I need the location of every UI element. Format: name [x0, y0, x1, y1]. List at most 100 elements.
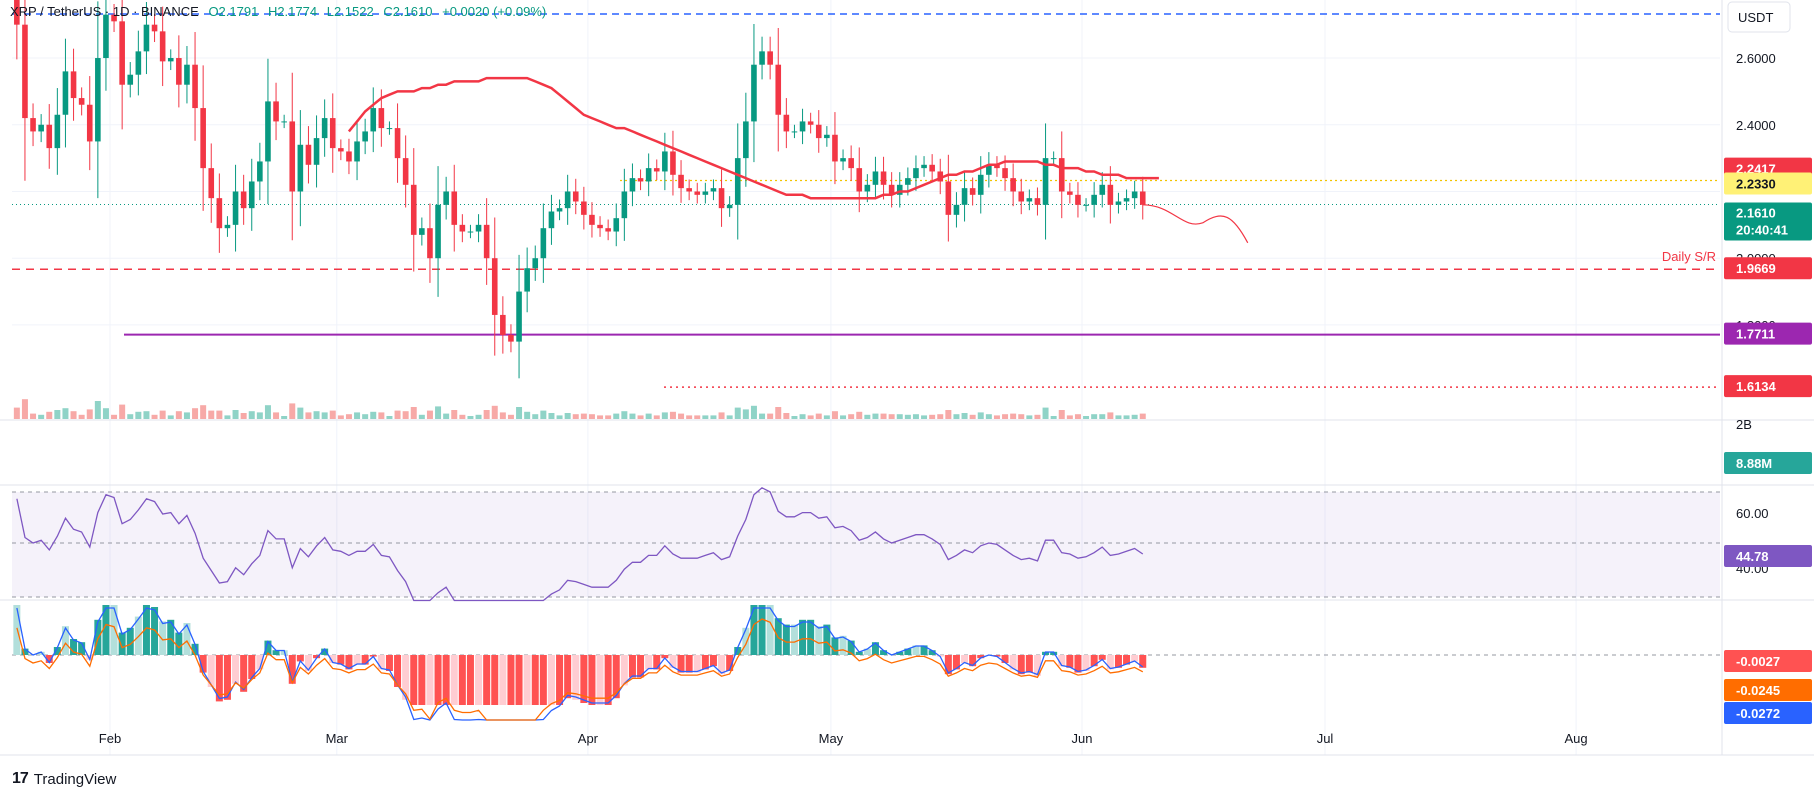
macd-histogram-bar	[507, 655, 515, 705]
candle-body	[54, 114, 61, 149]
rsi-pane	[12, 487, 1720, 602]
macd-histogram-bar	[977, 655, 985, 659]
volume-bar	[896, 414, 903, 419]
candle-body	[775, 64, 782, 115]
volume-bar	[597, 415, 604, 419]
macd-histogram-bar	[151, 607, 159, 655]
volume-bar	[1107, 412, 1114, 419]
volume-tick: 2B	[1736, 417, 1752, 432]
volume-bar	[864, 414, 871, 419]
candle-body	[1123, 198, 1130, 202]
volume-bar	[345, 414, 352, 419]
macd-histogram-bar	[1098, 655, 1106, 660]
candle-body	[338, 148, 344, 152]
macd-histogram-bar	[272, 650, 280, 655]
brand-footer[interactable]: 17 TradingView	[12, 770, 116, 788]
candle-body	[589, 214, 595, 225]
volume-bar	[831, 411, 838, 419]
candle-body	[491, 258, 498, 315]
volume-bar	[686, 415, 693, 419]
candle-body	[548, 211, 555, 229]
candle-body	[872, 171, 879, 185]
macd-histogram-bar	[1001, 655, 1009, 663]
macd-histogram-bar	[1131, 655, 1139, 662]
macd-histogram-bar	[718, 655, 726, 675]
volume-bar	[1018, 414, 1025, 419]
macd-histogram-bar	[1139, 655, 1147, 668]
candle-body	[581, 201, 587, 215]
candle-body	[783, 114, 790, 132]
candle-body	[637, 178, 644, 182]
macd-histogram-bar	[102, 605, 110, 655]
candle-body	[994, 164, 1000, 169]
macd-histogram-bar	[1017, 655, 1025, 675]
volume-bar	[402, 411, 409, 419]
candle-body	[467, 231, 474, 233]
price-tick: 2.6000	[1736, 51, 1776, 66]
candle-body	[103, 14, 109, 59]
macd-histogram-bar	[191, 643, 199, 655]
macd-histogram-bar	[831, 637, 839, 655]
candle-body	[321, 118, 328, 139]
macd-histogram-bar	[726, 655, 734, 671]
volume-bar	[483, 410, 490, 419]
candle-body	[1075, 194, 1081, 205]
macd-histogram-bar	[304, 655, 312, 671]
macd-histogram-bar	[1009, 655, 1017, 670]
candle-body	[1091, 194, 1097, 205]
candle-body	[743, 121, 749, 159]
macd-histogram-bar	[21, 648, 29, 655]
candle-body	[791, 131, 798, 133]
currency-box	[1727, 1, 1791, 33]
volume-bar	[1002, 414, 1009, 419]
volume-bar	[1074, 414, 1081, 419]
macd-histogram-bar	[410, 655, 418, 705]
rsi-tick: 60.00	[1736, 506, 1769, 521]
macd-histogram-bar	[855, 651, 863, 655]
candle-body	[718, 188, 725, 209]
grid	[0, 0, 1814, 756]
candle-body	[208, 168, 215, 199]
signal-badge-bg	[1724, 679, 1812, 701]
macd-histogram-bar	[580, 655, 588, 703]
signal-line	[16, 618, 1144, 721]
symbol-name[interactable]: XRP / TetherUS · 1D · BINANCE	[10, 4, 199, 19]
volume-bar	[86, 409, 93, 419]
countdown-badge: 20:40:41	[1736, 222, 1788, 237]
time-axis[interactable]: Feb Mar Apr May Jun Jul Aug	[99, 731, 1588, 746]
volume-bar	[329, 410, 336, 419]
candle-body	[686, 188, 692, 192]
open-value: O2.1791	[208, 4, 259, 19]
volume-bar	[297, 407, 304, 419]
macd-histogram-bar	[394, 655, 402, 687]
macd-histogram-bar	[61, 626, 69, 655]
volume-bar	[119, 404, 126, 419]
candle-body	[678, 174, 684, 189]
macd-line	[16, 607, 1144, 721]
candle-body	[135, 51, 142, 75]
volume-bar	[459, 414, 466, 419]
macd-histogram-bar	[896, 651, 904, 655]
price-axis[interactable]: USDT2.60002.40002.00001.80002.24172.2330…	[1724, 1, 1812, 724]
volume-bar	[1042, 407, 1049, 419]
candle-body	[1115, 201, 1122, 205]
volume-bar	[629, 413, 636, 419]
volume-bar	[175, 411, 182, 419]
candle-body	[410, 184, 417, 235]
candle-body	[694, 191, 701, 195]
candle-body	[167, 58, 174, 62]
currency-label[interactable]: USDT	[1738, 10, 1773, 25]
macd-histogram-bar	[353, 655, 361, 665]
low-value: L2.1522	[326, 4, 374, 19]
macd-histogram-bar	[782, 624, 790, 655]
macd-histogram-bar	[1114, 655, 1122, 668]
candle-body	[670, 151, 676, 175]
time-label: Aug	[1565, 731, 1588, 746]
volume-bar	[653, 415, 660, 419]
volume-bar	[426, 410, 433, 419]
macd-histogram-bar	[466, 655, 474, 705]
candle-body	[500, 314, 506, 335]
candle-body	[386, 128, 393, 130]
